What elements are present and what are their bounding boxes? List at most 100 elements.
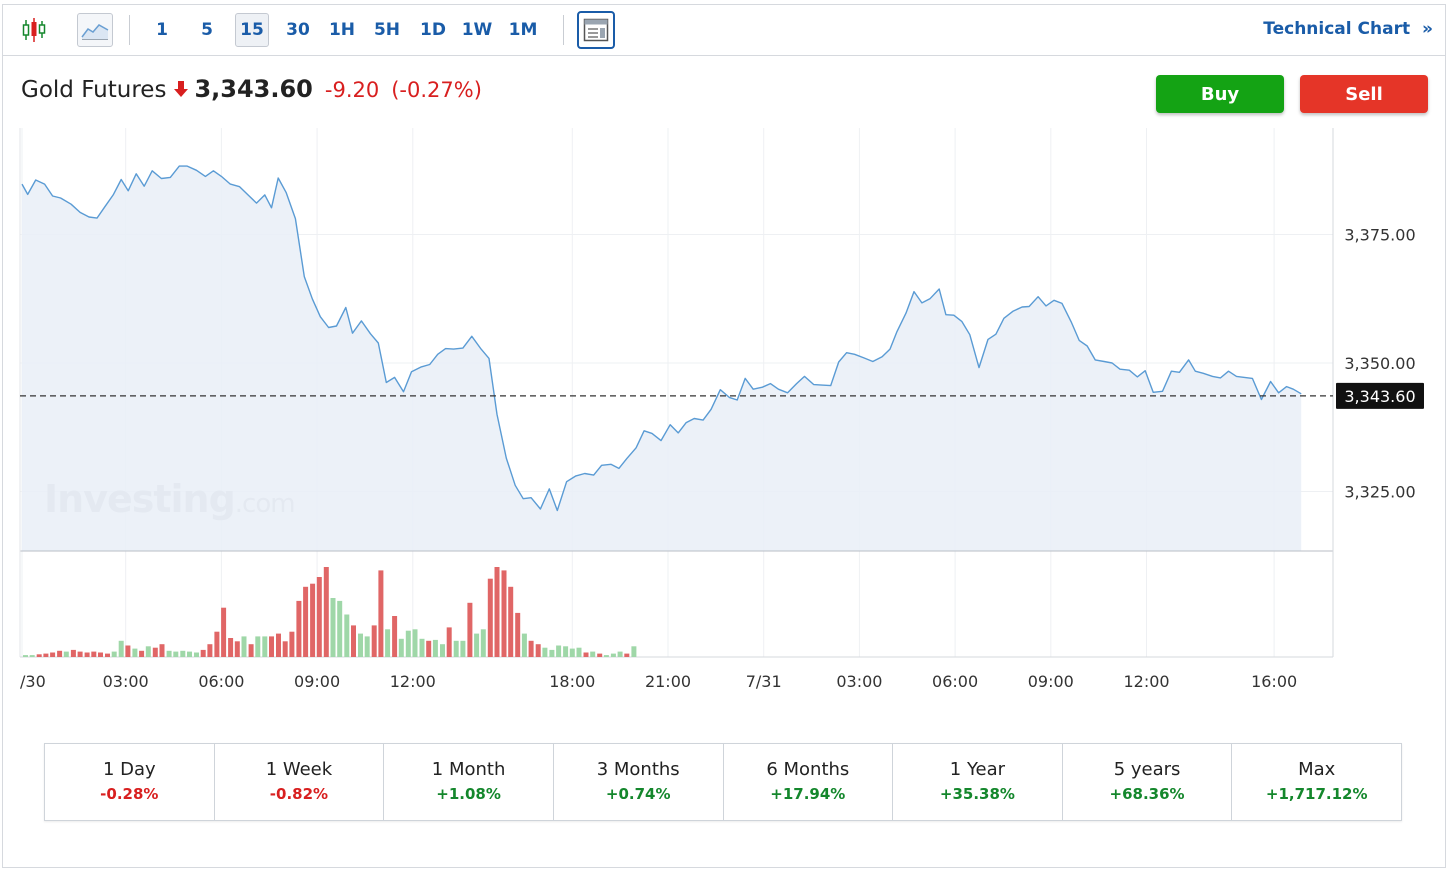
toolbar-separator [563, 15, 564, 45]
buy-button[interactable]: Buy [1156, 75, 1284, 113]
volume-bar [508, 586, 514, 657]
y-axis-tick-label: 3,375.00 [1344, 226, 1415, 245]
volume-bar [446, 627, 452, 657]
volume-bar [563, 646, 569, 657]
last-price-label: 3,343.60 [1344, 387, 1415, 406]
performance-cell[interactable]: 1 Day -0.28% [45, 744, 215, 820]
performance-period-label: 5 years [1113, 759, 1181, 780]
volume-bar [255, 636, 261, 657]
interval-button-5h[interactable]: 5H [373, 20, 401, 40]
volume-bar [460, 640, 466, 657]
x-axis-tick-label: 03:00 [103, 672, 149, 691]
volume-bar [289, 631, 295, 657]
x-axis-tick-label: 06:00 [198, 672, 244, 691]
volume-bar [344, 614, 350, 657]
volume-bar [139, 650, 145, 657]
layout-toggle-icon[interactable] [577, 11, 615, 49]
performance-cell[interactable]: 1 Week -0.82% [215, 744, 385, 820]
last-price: 3,343.60 [194, 75, 313, 103]
performance-cell[interactable]: 5 years +68.36% [1063, 744, 1233, 820]
performance-period-label: 1 Day [102, 759, 156, 780]
volume-bar [316, 577, 322, 657]
volume-bar [467, 602, 473, 657]
technical-chart-label: Technical Chart [1263, 19, 1411, 39]
instrument-name: Gold Futures [21, 77, 167, 103]
volume-bar [145, 646, 151, 657]
volume-bar [385, 629, 391, 657]
volume-bar [330, 598, 336, 657]
sell-button[interactable]: Sell [1300, 75, 1428, 113]
volume-bar [70, 649, 76, 657]
interval-button-15[interactable]: 15 [235, 13, 269, 47]
volume-bar [200, 649, 206, 657]
interval-button-5[interactable]: 5 [201, 20, 213, 40]
performance-cell[interactable]: 6 Months +17.94% [724, 744, 894, 820]
x-axis-tick-label: 21:00 [645, 672, 691, 691]
price-line-series [21, 165, 1302, 512]
volume-bar [310, 583, 316, 657]
performance-cell[interactable]: Max +1,717.12% [1232, 744, 1401, 820]
x-axis-tick-label: 03:00 [836, 672, 882, 691]
volume-bar [487, 578, 493, 657]
volume-bar [228, 638, 234, 657]
volume-bar [98, 652, 103, 657]
y-axis-tick-label: 3,325.00 [1344, 483, 1415, 502]
performance-period-label: 1 Week [265, 759, 333, 780]
interval-button-30[interactable]: 30 [286, 20, 310, 40]
technical-chart-link[interactable]: Technical Chart » [1263, 19, 1433, 39]
interval-button-1w[interactable]: 1W [461, 20, 493, 40]
volume-bar [214, 631, 220, 657]
volume-bar [77, 651, 83, 657]
performance-change-value: +0.74% [605, 785, 671, 803]
performance-table: 1 Day -0.28% 1 Week -0.82% 1 Month +1.08% 3 Mo… [44, 743, 1402, 821]
volume-bar [269, 636, 274, 657]
performance-cell[interactable]: 1 Month +1.08% [384, 744, 554, 820]
volume-bar [576, 647, 582, 657]
volume-bar [221, 607, 227, 657]
volume-bar [494, 567, 500, 657]
volume-bar [323, 567, 329, 657]
volume-bar [234, 641, 240, 657]
interval-button-1[interactable]: 1 [156, 20, 168, 40]
volume-bar [105, 653, 110, 657]
interval-button-1d[interactable]: 1D [420, 20, 446, 40]
down-arrow-icon [174, 81, 189, 102]
volume-bar [624, 653, 630, 657]
candlestick-chart-icon[interactable] [17, 13, 51, 47]
volume-bar [187, 651, 192, 657]
volume-bar [207, 644, 213, 657]
x-axis-tick-label: 16:00 [1251, 672, 1297, 691]
performance-period-label: Max [1298, 759, 1336, 780]
performance-cell[interactable]: 1 Year +35.38% [893, 744, 1063, 820]
volume-bar [91, 651, 97, 657]
volume-bar [50, 652, 56, 657]
volume-bar [296, 600, 302, 657]
volume-bar [282, 641, 288, 657]
volume-bar [262, 636, 268, 657]
performance-cell[interactable]: 3 Months +0.74% [554, 744, 724, 820]
performance-change-value: +1,717.12% [1265, 785, 1368, 803]
volume-bar [617, 651, 623, 657]
volume-bar [474, 633, 480, 657]
volume-bar [610, 653, 616, 657]
performance-change-value: +35.38% [939, 785, 1015, 803]
volume-bar [364, 636, 370, 657]
interval-button-1m[interactable]: 1M [508, 20, 538, 40]
performance-period-label: 3 Months [596, 759, 680, 780]
volume-bar [241, 636, 247, 657]
x-axis-tick-label: 06:00 [932, 672, 978, 691]
price-change-percent: (-0.27%) [391, 78, 482, 102]
performance-change-value: -0.28% [100, 785, 159, 803]
volume-bar [515, 612, 521, 657]
volume-bar [84, 652, 90, 657]
volume-bar [597, 653, 603, 657]
volume-bar [118, 640, 124, 657]
x-axis-tick-label: 18:00 [549, 672, 595, 691]
price-change: -9.20 [324, 78, 380, 102]
interval-button-1h[interactable]: 1H [328, 20, 356, 40]
volume-bar [180, 650, 186, 657]
volume-bar [398, 638, 404, 657]
volume-bar [152, 647, 158, 657]
area-chart-icon[interactable] [77, 13, 113, 47]
